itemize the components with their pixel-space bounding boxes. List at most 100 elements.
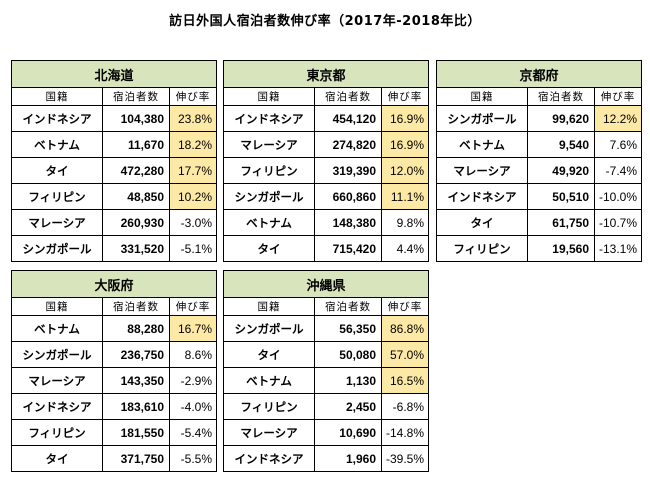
guests-cell: 236,750 — [102, 341, 170, 368]
rate-cell: 17.7% — [168, 157, 218, 184]
rate-cell: -5.1% — [168, 235, 218, 262]
guests-cell: 660,860 — [314, 183, 382, 210]
country-cell: タイ — [223, 235, 315, 262]
region-table-okinawa: 沖縄県 国籍 宿泊者数 伸び率 シンガポール 56,350 86.8% タイ 50,0… — [222, 270, 430, 472]
guests-cell: 1,960 — [314, 445, 382, 472]
guests-cell: 56,350 — [314, 315, 382, 342]
table-row: タイ 715,420 4.4% — [223, 235, 430, 262]
col-header-rate: 伸び率 — [380, 87, 430, 106]
col-header-country: 国籍 — [223, 87, 315, 106]
country-cell: タイ — [11, 157, 103, 184]
col-header-rate: 伸び率 — [593, 87, 643, 106]
table-row: インドネシア 50,510 -10.0% — [436, 183, 643, 210]
table-row: タイ 50,080 57.0% — [223, 341, 430, 368]
country-cell: シンガポール — [223, 315, 315, 342]
rate-cell: 12.2% — [593, 105, 643, 132]
guests-cell: 19,560 — [527, 235, 595, 262]
rate-cell: 86.8% — [380, 315, 430, 342]
col-header-guests: 宿泊者数 — [102, 297, 170, 316]
table-row: フィリピン 19,560 -13.1% — [436, 235, 643, 262]
rate-cell: -5.5% — [168, 445, 218, 472]
country-cell: マレーシア — [223, 419, 315, 446]
country-cell: ベトナム — [223, 367, 315, 394]
country-cell: ベトナム — [436, 131, 528, 158]
guests-cell: 88,280 — [102, 315, 170, 342]
table-row: フィリピン 48,850 10.2% — [11, 183, 218, 210]
country-cell: マレーシア — [436, 157, 528, 184]
rate-cell: 10.2% — [168, 183, 218, 210]
country-cell: フィリピン — [436, 235, 528, 262]
guests-cell: 472,280 — [102, 157, 170, 184]
table-row: フィリピン 181,550 -5.4% — [11, 419, 218, 446]
country-cell: インドネシア — [436, 183, 528, 210]
country-cell: フィリピン — [223, 393, 315, 420]
table-row: フィリピン 2,450 -6.8% — [223, 393, 430, 420]
guests-cell: 331,520 — [102, 235, 170, 262]
guests-cell: 99,620 — [527, 105, 595, 132]
guests-cell: 61,750 — [527, 209, 595, 236]
rate-cell: -14.8% — [380, 419, 430, 446]
guests-cell: 715,420 — [314, 235, 382, 262]
region-name: 大阪府 — [10, 270, 218, 298]
rate-cell: 18.2% — [168, 131, 218, 158]
region-name: 京都府 — [435, 60, 643, 88]
guests-cell: 11,670 — [102, 131, 170, 158]
table-row: シンガポール 660,860 11.1% — [223, 183, 430, 210]
table-row: ベトナム 1,130 16.5% — [223, 367, 430, 394]
rate-cell: 23.8% — [168, 105, 218, 132]
table-row: マレーシア 143,350 -2.9% — [11, 367, 218, 394]
table-row: シンガポール 99,620 12.2% — [436, 105, 643, 132]
guests-cell: 260,930 — [102, 209, 170, 236]
col-header-rate: 伸び率 — [168, 297, 218, 316]
guests-cell: 50,080 — [314, 341, 382, 368]
guests-cell: 2,450 — [314, 393, 382, 420]
country-cell: インドネシア — [11, 393, 103, 420]
table-row: マレーシア 260,930 -3.0% — [11, 209, 218, 236]
col-header-country: 国籍 — [223, 297, 315, 316]
guests-cell: 148,380 — [314, 209, 382, 236]
rate-cell: -13.1% — [593, 235, 643, 262]
col-header-rate: 伸び率 — [168, 87, 218, 106]
country-cell: タイ — [223, 341, 315, 368]
country-cell: タイ — [11, 445, 103, 472]
rate-cell: 7.6% — [593, 131, 643, 158]
table-row: フィリピン 319,390 12.0% — [223, 157, 430, 184]
guests-cell: 1,130 — [314, 367, 382, 394]
rate-cell: -7.4% — [593, 157, 643, 184]
country-cell: タイ — [436, 209, 528, 236]
table-row: シンガポール 56,350 86.8% — [223, 315, 430, 342]
table-row: タイ 61,750 -10.7% — [436, 209, 643, 236]
table-row: インドネシア 454,120 16.9% — [223, 105, 430, 132]
rate-cell: -6.8% — [380, 393, 430, 420]
col-header-guests: 宿泊者数 — [314, 87, 382, 106]
rate-cell: 8.6% — [168, 341, 218, 368]
guests-cell: 371,750 — [102, 445, 170, 472]
col-header-country: 国籍 — [11, 297, 103, 316]
table-row: マレーシア 49,920 -7.4% — [436, 157, 643, 184]
col-header-guests: 宿泊者数 — [527, 87, 595, 106]
guests-cell: 104,380 — [102, 105, 170, 132]
rate-cell: -2.9% — [168, 367, 218, 394]
col-header-rate: 伸び率 — [380, 297, 430, 316]
guests-cell: 274,820 — [314, 131, 382, 158]
rate-cell: 16.5% — [380, 367, 430, 394]
rate-cell: 11.1% — [380, 183, 430, 210]
table-row: タイ 371,750 -5.5% — [11, 445, 218, 472]
rate-cell: 16.7% — [168, 315, 218, 342]
table-row: ベトナム 88,280 16.7% — [11, 315, 218, 342]
country-cell: マレーシア — [11, 209, 103, 236]
col-header-guests: 宿泊者数 — [314, 297, 382, 316]
table-row: タイ 472,280 17.7% — [11, 157, 218, 184]
country-cell: フィリピン — [223, 157, 315, 184]
rate-cell: -5.4% — [168, 419, 218, 446]
rate-cell: 16.9% — [380, 105, 430, 132]
table-row: ベトナム 148,380 9.8% — [223, 209, 430, 236]
region-table-kyoto: 京都府 国籍 宿泊者数 伸び率 シンガポール 99,620 12.2% ベトナム 9,… — [435, 60, 643, 262]
country-cell: ベトナム — [223, 209, 315, 236]
table-row: インドネシア 183,610 -4.0% — [11, 393, 218, 420]
page-title: 訪日外国人宿泊者数伸び率（2017年-2018年比） — [169, 14, 481, 29]
rate-cell: -10.0% — [593, 183, 643, 210]
rate-cell: -4.0% — [168, 393, 218, 420]
region-name: 東京都 — [222, 60, 430, 88]
guests-cell: 9,540 — [527, 131, 595, 158]
